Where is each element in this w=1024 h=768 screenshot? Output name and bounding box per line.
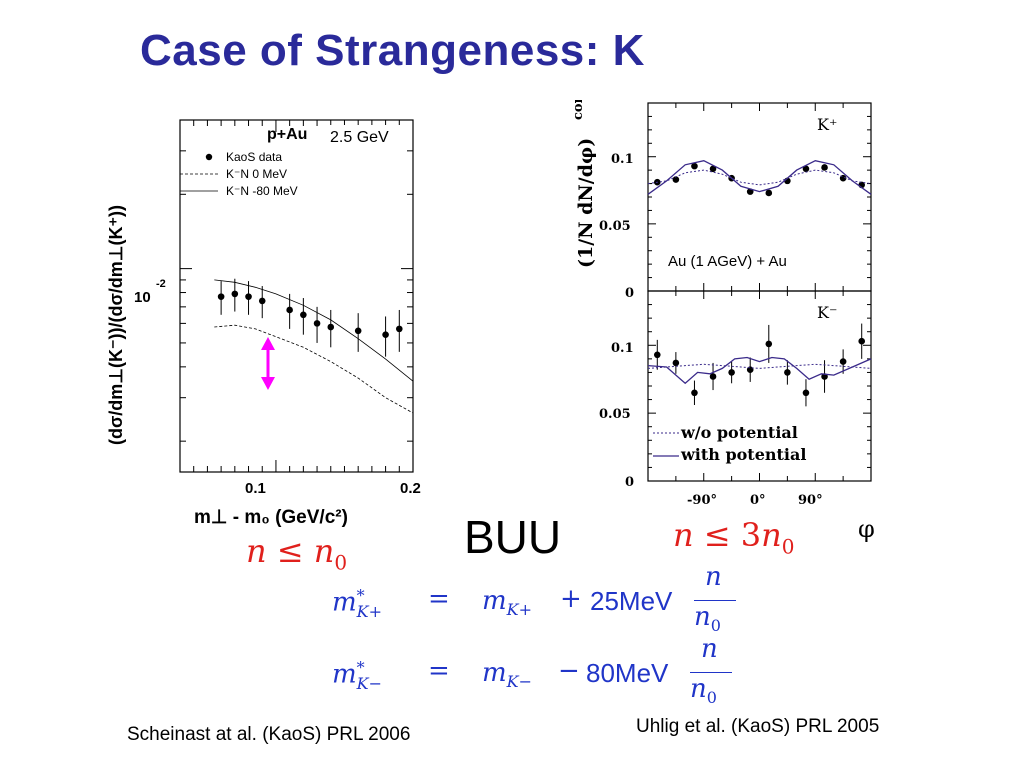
kplus-ytick-0.1: 0.1 xyxy=(611,152,634,167)
kminus-data-point xyxy=(765,340,773,348)
kplus-ytick-0: 0 xyxy=(625,286,634,301)
phi-series xyxy=(647,160,872,407)
density-condition-left: n ≤ n0 xyxy=(246,532,348,575)
ratio-series xyxy=(214,278,414,414)
kminus-data-point xyxy=(653,351,661,359)
kplus-data-point xyxy=(765,189,773,197)
density-condition-right: n ≤ 3n0 xyxy=(673,516,795,559)
svg-text:(1/N dN/dφ): (1/N dN/dφ) xyxy=(575,138,597,268)
ytick-mantissa: 10 xyxy=(134,289,151,306)
legend-label-wo: w/o potential xyxy=(680,423,798,442)
kplus-data-point xyxy=(672,176,680,183)
ratio-ylabel: (dσ/dm⊥(K⁻))/(dσ/dm⊥(K⁺)) xyxy=(106,205,126,445)
legend-label-0mev: K⁻N 0 MeV xyxy=(226,167,287,181)
legend-label-with: with potential xyxy=(680,445,806,464)
data-point xyxy=(354,327,362,335)
energy-label-box xyxy=(326,125,412,147)
xtick-minus90: -90° xyxy=(687,493,717,508)
kminus-data-point xyxy=(839,358,847,365)
kminus-data-point xyxy=(858,337,866,345)
legend-marker-kaos xyxy=(205,153,213,161)
data-point xyxy=(313,320,321,327)
ratio-plot-title: p+Au xyxy=(267,126,307,143)
kminus-data-point xyxy=(691,389,698,397)
kminus-data-point xyxy=(709,373,717,380)
citation-right: Uhlig et al. (KaoS) PRL 2005 xyxy=(636,716,880,737)
kplus-curve-without-potential xyxy=(647,169,872,186)
data-point xyxy=(327,323,335,331)
equation-kminus: m*K− = mK− − 80MeV n n0 xyxy=(332,634,752,710)
xtick-0.2: 0.2 xyxy=(400,480,421,497)
ratio-legend: KaoS data K⁻N 0 MeV K⁻N -80 MeV xyxy=(180,150,298,198)
data-point xyxy=(245,293,252,300)
phi-axis-ticks xyxy=(648,102,871,481)
slide-title: Case of Strangeness: K xyxy=(140,26,645,75)
kminus-curve-with-potential xyxy=(647,356,872,385)
kminus-data-point xyxy=(672,359,680,367)
ratio-plot-frame xyxy=(179,119,414,473)
ratio-axis-ticks xyxy=(180,120,414,472)
equation-kplus: m*K+ = mK+ + 25MeV n n0 xyxy=(332,562,752,638)
curve-80mev xyxy=(214,279,414,382)
data-point xyxy=(382,331,389,338)
data-point xyxy=(286,306,293,314)
kminus-ytick-0: 0 xyxy=(625,475,634,490)
xtick-0.1: 0.1 xyxy=(245,480,266,497)
phi-xlabel: φ xyxy=(858,515,875,543)
kplus-data-point xyxy=(802,165,810,173)
kplus-panel-label: K⁺ xyxy=(817,115,837,134)
ytick-exponent: -2 xyxy=(156,278,166,290)
kplus-data-point xyxy=(709,165,717,173)
data-point xyxy=(395,325,403,333)
kminus-data-point xyxy=(784,369,791,376)
legend-label-kaos: KaoS data xyxy=(226,150,282,164)
kminus-ytick-0.1: 0.1 xyxy=(611,341,634,356)
kminus-curve-without-potential xyxy=(647,363,872,369)
model-label: BUU xyxy=(464,511,562,563)
data-point xyxy=(258,297,266,305)
kplus-data-point xyxy=(821,164,828,171)
energy-label: 2.5 GeV xyxy=(330,129,389,146)
curve-0mev xyxy=(214,324,414,414)
data-point xyxy=(300,311,307,319)
double-headed-arrow xyxy=(261,337,275,390)
kminus-ytick-0.05: 0.05 xyxy=(599,407,631,422)
system-annotation: Au (1 AGeV) + Au xyxy=(668,253,787,270)
phi-legend: w/o potential with potential xyxy=(653,423,806,464)
phi-distribution-chart: 0.1 0.05 0 0.1 0.05 0 -90° 0° 90° K⁺ K⁻ … xyxy=(555,100,875,550)
ratio-chart: KaoS data K⁻N 0 MeV K⁻N -80 MeV p+Au 2.5… xyxy=(90,115,435,535)
kplus-ytick-0.05: 0.05 xyxy=(599,219,631,234)
kplus-data-point xyxy=(691,162,698,170)
kminus-data-point xyxy=(802,389,810,397)
phi-ylabel: (1/N dN/dφ) cor xyxy=(571,100,597,268)
ratio-xlabel: m⊥ - m₀ (GeV/c²) xyxy=(194,507,348,528)
citation-left: Scheinast at al. (KaoS) PRL 2006 xyxy=(127,724,411,745)
xtick-0: 0° xyxy=(750,493,766,508)
xtick-90: 90° xyxy=(798,493,823,508)
data-point xyxy=(231,290,239,298)
data-point xyxy=(217,293,225,300)
kminus-data-point xyxy=(728,369,735,376)
kplus-curve-with-potential xyxy=(647,160,872,195)
kminus-panel-label: K⁻ xyxy=(817,303,837,322)
svg-text:cor: cor xyxy=(571,100,586,120)
legend-label-80mev: K⁻N -80 MeV xyxy=(226,184,298,198)
